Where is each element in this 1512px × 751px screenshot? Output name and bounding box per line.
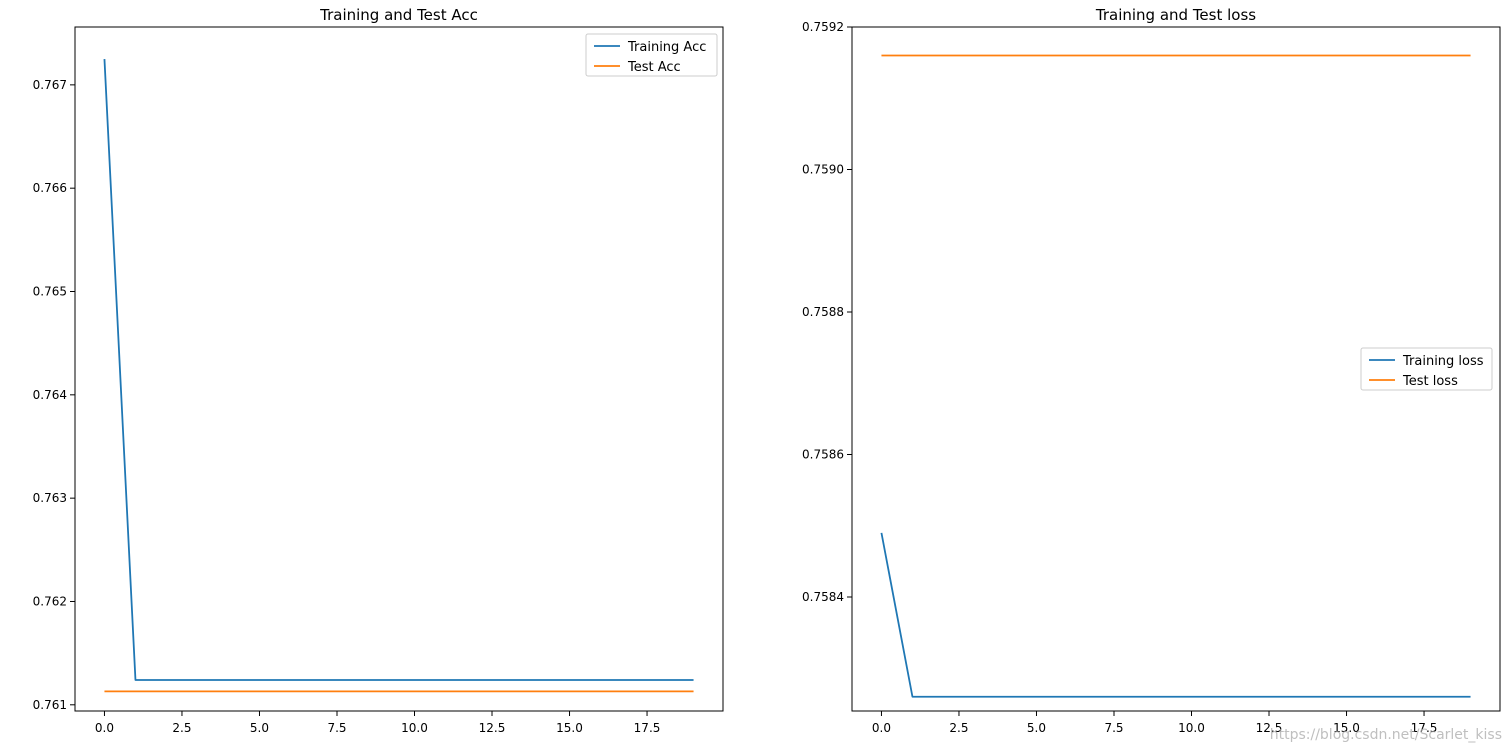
y-tick-label: 0.7590 (802, 163, 844, 177)
legend: Training Acc Test Acc (585, 33, 718, 77)
x-tick-label: 0.0 (872, 721, 891, 735)
y-tick-label: 0.767 (33, 78, 67, 92)
legend-label: Test Acc (627, 60, 681, 75)
legend: Training loss Test loss (1360, 347, 1493, 391)
y-tick-label: 0.762 (33, 594, 67, 608)
x-tick-label: 2.5 (172, 721, 191, 735)
x-tick-label: 10.0 (401, 721, 428, 735)
y-tick-label: 0.7588 (802, 305, 844, 319)
x-tick-label: 15.0 (556, 721, 583, 735)
y-tick-label: 0.764 (33, 388, 67, 402)
legend-label: Training Acc (627, 40, 706, 55)
x-tick-label: 2.5 (949, 721, 968, 735)
x-tick-label: 12.5 (479, 721, 506, 735)
x-tick-label: 10.0 (1178, 721, 1205, 735)
legend-label: Test loss (1402, 374, 1458, 389)
series-line-training-loss (880, 532, 1471, 698)
x-tick-label: 5.0 (1027, 721, 1046, 735)
y-tick-label: 0.7586 (802, 448, 844, 462)
x-tick-label: 7.5 (1104, 721, 1123, 735)
y-tick-label: 0.766 (33, 181, 67, 195)
x-tick-label: 17.5 (634, 721, 661, 735)
chart-training-and-test-loss: Training and Test loss 0.0 2.5 5.0 7.5 10.0 12… (802, 6, 1501, 735)
x-tick-label: 0.0 (95, 721, 114, 735)
chart-title: Training and Test Acc (319, 6, 478, 24)
x-tick-label: 17.5 (1411, 721, 1438, 735)
legend-label: Training loss (1402, 354, 1484, 369)
y-tick-label: 0.7584 (802, 590, 844, 604)
x-tick-label: 7.5 (327, 721, 346, 735)
chart-title: Training and Test loss (1095, 6, 1256, 24)
y-tick-label: 0.763 (33, 491, 67, 505)
chart-training-and-test-acc: Training and Test Acc 0.0 2.5 5.0 7.5 10.0 12.… (33, 6, 724, 735)
watermark-text: https://blog.csdn.net/Scarlet_kiss (1269, 727, 1502, 743)
plot-frame (851, 26, 1501, 712)
x-tick-label: 15.0 (1333, 721, 1360, 735)
y-tick-label: 0.765 (33, 285, 67, 299)
x-tick-label: 12.5 (1256, 721, 1283, 735)
y-tick-label: 0.761 (33, 698, 67, 712)
x-tick-label: 5.0 (250, 721, 269, 735)
series-line-training-acc (103, 58, 694, 681)
plot-frame (74, 26, 724, 712)
y-tick-label: 0.7592 (802, 20, 844, 34)
